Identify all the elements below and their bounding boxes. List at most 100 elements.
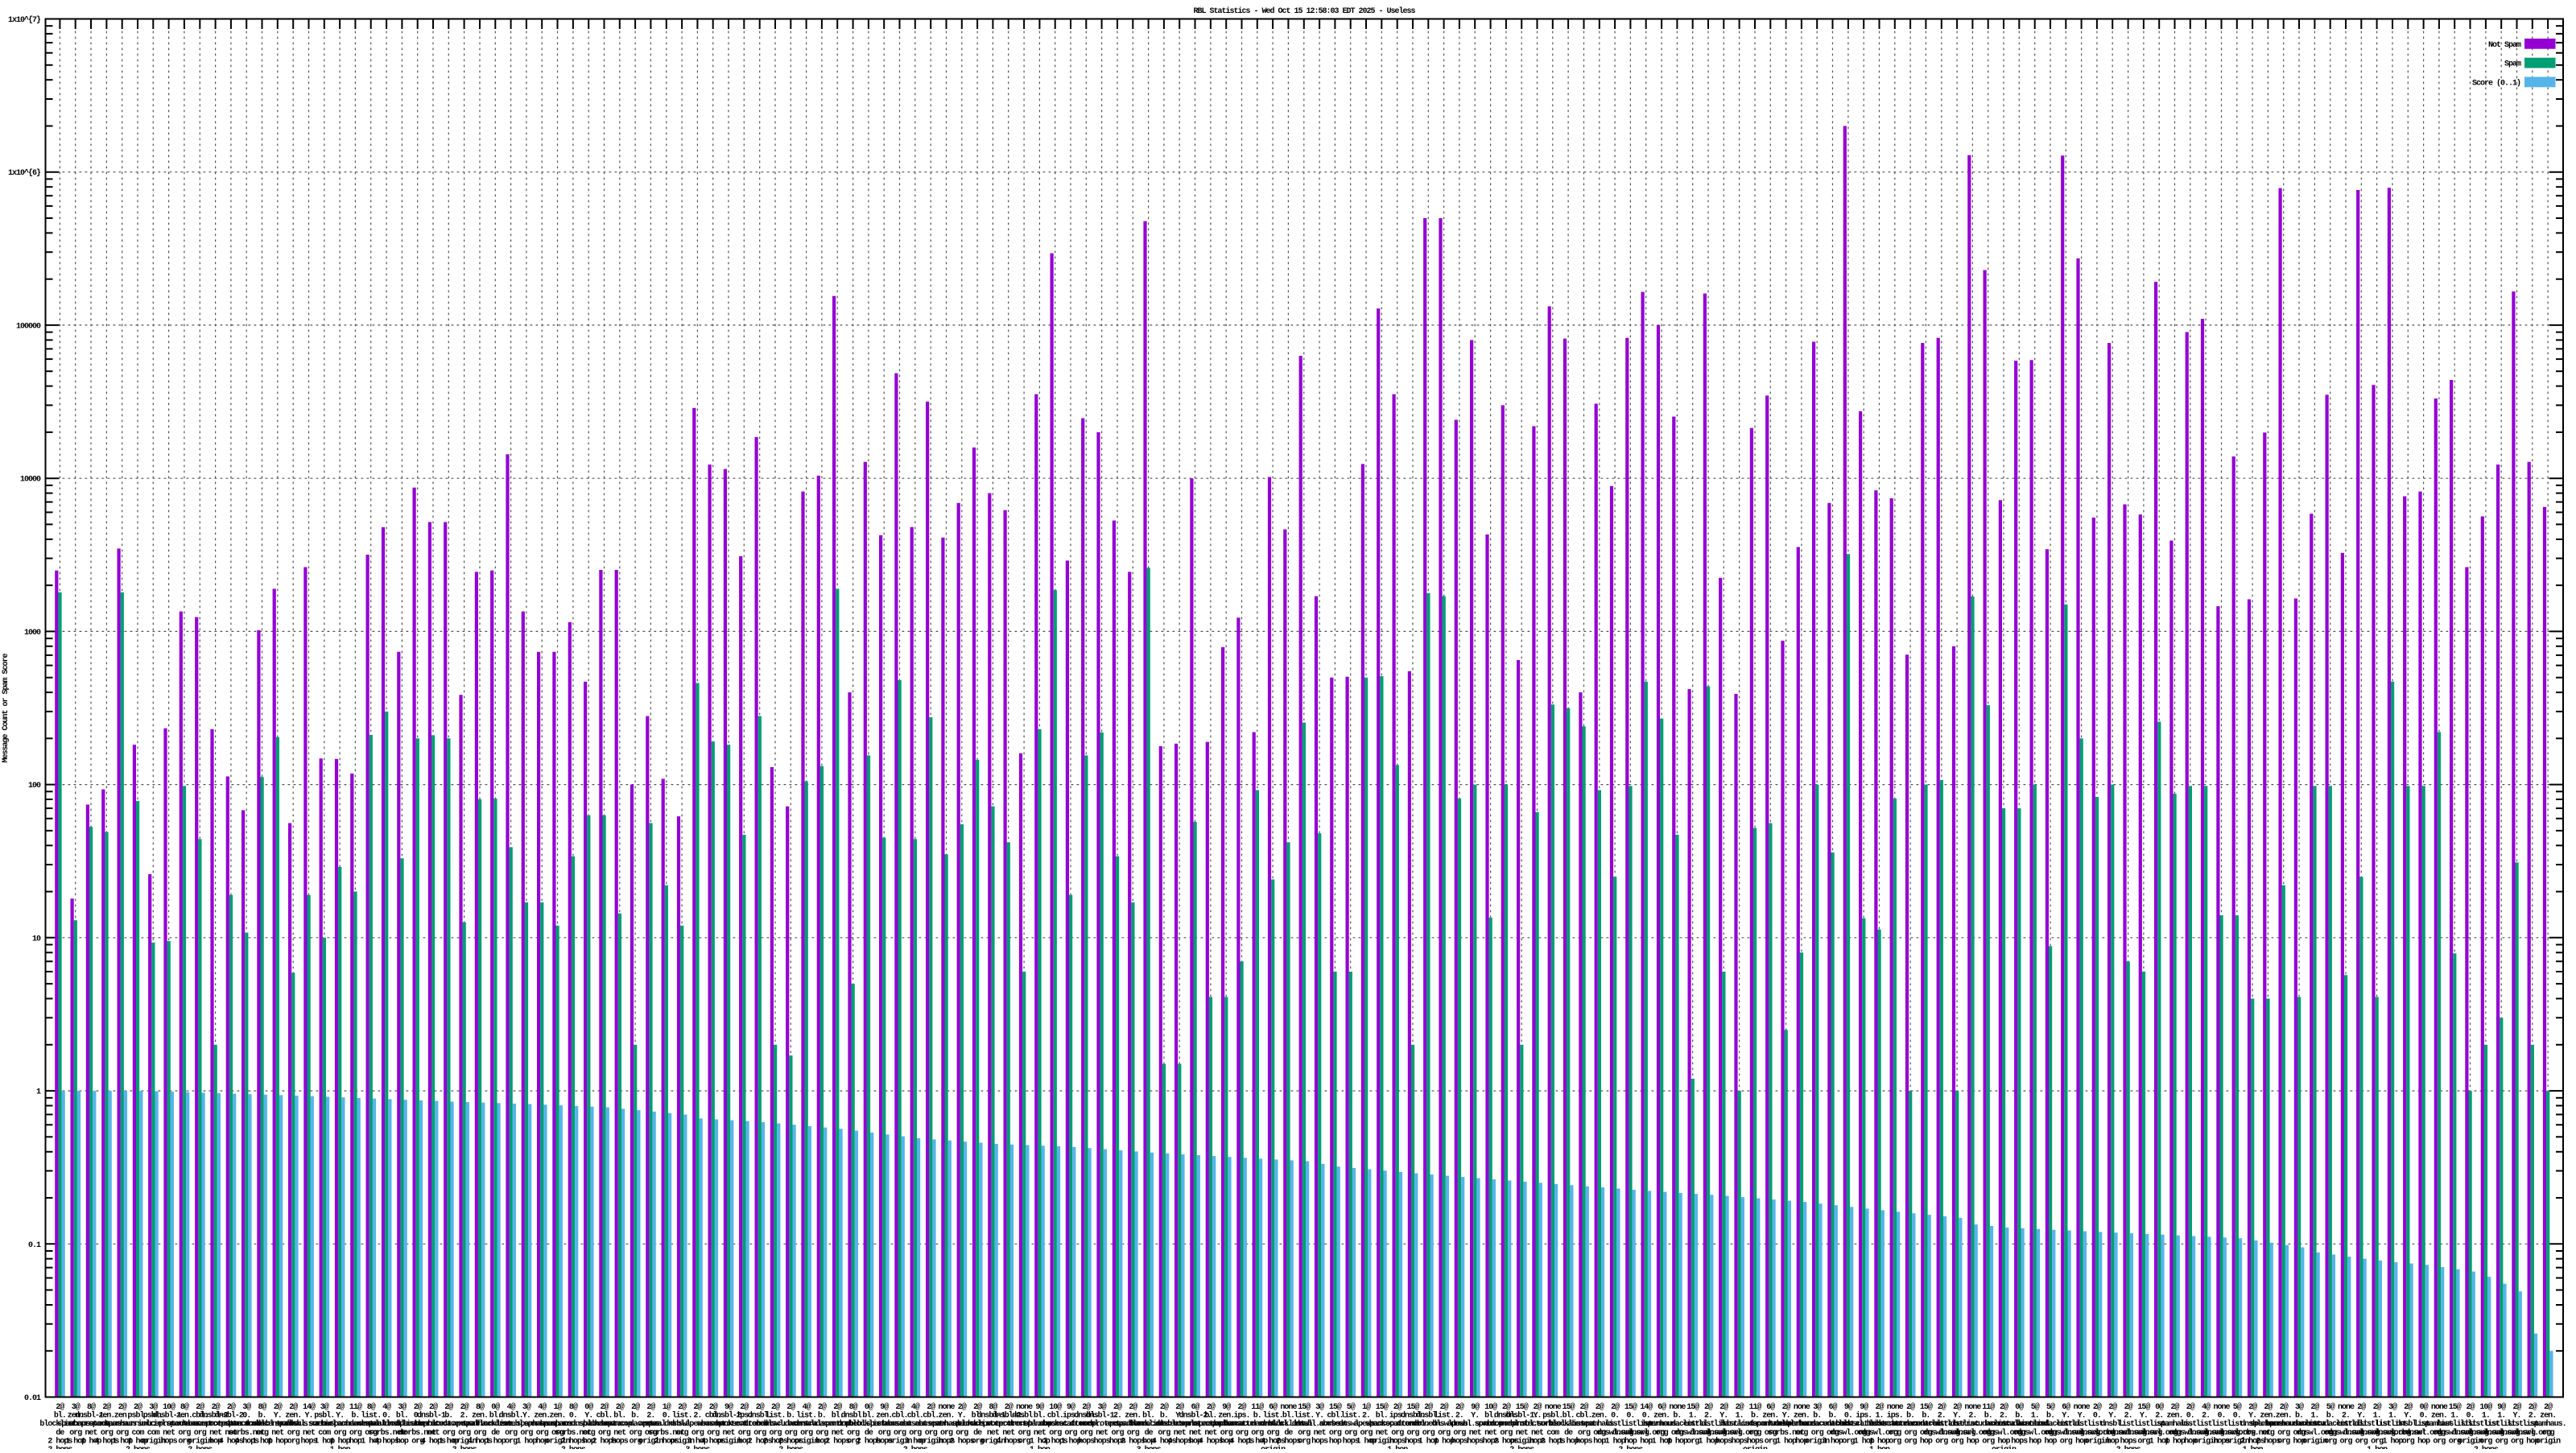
- svg-text:0.: 0.: [663, 1412, 671, 1421]
- svg-text:dronebl.: dronebl.: [1008, 1419, 1040, 1429]
- svg-text:origin: origin: [2458, 1436, 2483, 1446]
- svg-text:0@: 0@: [491, 1402, 500, 1412]
- svg-text:org: org: [1064, 1429, 1077, 1438]
- svg-text:barracudacentral.: barracudacentral.: [1720, 1419, 1789, 1429]
- svg-text:org: org: [1298, 1437, 1311, 1446]
- svg-text:dnswl.org: dnswl.org: [2079, 1428, 2116, 1438]
- svg-text:org: org: [1842, 1437, 1855, 1446]
- svg-text:3@: 3@: [149, 1402, 158, 1412]
- svg-text:dronebl.: dronebl.: [837, 1419, 869, 1429]
- svg-text:dnsbl.sorbs.: dnsbl.sorbs.: [1513, 1419, 1561, 1429]
- svg-text:dronebl.: dronebl.: [1412, 1419, 1444, 1429]
- svg-text:net: net: [1189, 1429, 1202, 1438]
- svg-text:list.: list.: [2180, 1419, 2200, 1429]
- svg-text:hop: hop: [2075, 1436, 2088, 1446]
- svg-text:1 hop: 1 hop: [127, 1436, 148, 1446]
- svg-text:dnswl.org: dnswl.org: [1674, 1428, 1711, 1438]
- svg-text:org: org: [1158, 1429, 1170, 1438]
- svg-text:org: org: [1500, 1429, 1513, 1438]
- svg-text:sorbs.net: sorbs.net: [399, 1428, 436, 1438]
- svg-text:list.: list.: [2133, 1419, 2153, 1429]
- svg-text:cbl.: cbl.: [907, 1411, 923, 1421]
- svg-text:Y.: Y.: [336, 1412, 344, 1421]
- svg-text:2@: 2@: [1782, 1402, 1791, 1412]
- svg-text:list.: list.: [2056, 1419, 2076, 1429]
- svg-text:dnswl.org: dnswl.org: [2374, 1428, 2411, 1438]
- svg-text:list.: list.: [796, 1411, 816, 1421]
- svg-text:hop: hop: [1329, 1436, 1342, 1446]
- svg-text:dnswl.: dnswl.: [670, 1419, 694, 1429]
- svg-text:list.: list.: [2149, 1419, 2169, 1429]
- svg-text:b.: b.: [1253, 1411, 1261, 1421]
- svg-text:0.: 0.: [2093, 1412, 2101, 1421]
- svg-text:spamhaus.: spamhaus.: [2250, 1419, 2286, 1429]
- svg-text:dnswl.org: dnswl.org: [2141, 1428, 2178, 1438]
- svg-text:org: org: [1811, 1429, 1824, 1438]
- svg-text:RBL Statistics - Wed Oct 15 12: RBL Statistics - Wed Oct 15 12:58:03 EDT…: [1193, 6, 1415, 16]
- svg-text:hop: hop: [209, 1436, 222, 1446]
- svg-text:1 hop: 1 hop: [1434, 1436, 1455, 1446]
- svg-text:14@: 14@: [1640, 1402, 1653, 1412]
- svg-text:org: org: [411, 1437, 424, 1446]
- svg-text:10@: 10@: [1049, 1402, 1062, 1412]
- svg-text:15@: 15@: [2137, 1402, 2150, 1412]
- svg-text:org: org: [1858, 1429, 1871, 1438]
- svg-text:0.: 0.: [2217, 1412, 2225, 1421]
- svg-text:psbl.: psbl.: [143, 1411, 163, 1421]
- svg-text:6@: 6@: [1657, 1402, 1666, 1412]
- svg-text:zen.spamhaus.: zen.spamhaus.: [935, 1419, 988, 1429]
- svg-text:listlist.: listlist.: [2374, 1419, 2410, 1429]
- svg-text:2@: 2@: [2529, 1402, 2537, 1412]
- svg-text:net: net: [271, 1429, 284, 1438]
- svg-text:2 hops: 2 hops: [2256, 1436, 2281, 1446]
- svg-text:hop: hop: [1624, 1436, 1637, 1446]
- svg-text:3@: 3@: [398, 1402, 407, 1412]
- svg-text:1x10^{7}: 1x10^{7}: [8, 15, 41, 25]
- svg-text:0.01: 0.01: [24, 1394, 41, 1403]
- svg-text:2@: 2@: [2264, 1402, 2273, 1412]
- svg-text:dnswl.: dnswl.: [763, 1419, 787, 1429]
- svg-text:apews.: apews.: [452, 1420, 477, 1429]
- svg-text:2 hops: 2 hops: [47, 1436, 72, 1446]
- svg-text:barracudacentral.: barracudacentral.: [1223, 1419, 1291, 1429]
- svg-text:surriel.: surriel.: [122, 1419, 154, 1429]
- svg-text:1: 1: [36, 1088, 41, 1097]
- svg-text:dnsbl-1.: dnsbl-1.: [976, 1411, 1009, 1421]
- svg-text:10@: 10@: [2479, 1402, 2492, 1412]
- svg-text:Not Spam: Not Spam: [2488, 41, 2521, 50]
- svg-text:org: org: [2277, 1437, 2290, 1446]
- svg-text:3@: 3@: [1813, 1402, 1822, 1412]
- svg-text:4@: 4@: [507, 1402, 516, 1412]
- svg-text:zen.: zen.: [1218, 1412, 1234, 1421]
- svg-text:net: net: [832, 1429, 844, 1438]
- svg-text:1 hop: 1 hop: [2149, 1436, 2170, 1446]
- svg-text:de: de: [973, 1428, 982, 1438]
- svg-text:list.: list.: [2335, 1419, 2355, 1429]
- svg-text:backscatterer.: backscatterer.: [1213, 1419, 1269, 1429]
- svg-text:2.: 2.: [1455, 1412, 1463, 1421]
- svg-text:Y.: Y.: [522, 1412, 530, 1421]
- svg-text:Y.: Y.: [2404, 1412, 2412, 1421]
- svg-text:4 hops: 4 hops: [1261, 1436, 1286, 1446]
- svg-text:org: org: [2013, 1429, 2026, 1438]
- svg-text:org: org: [1453, 1429, 1466, 1438]
- svg-text:spam.dnsbl.: spam.dnsbl.: [365, 1419, 409, 1429]
- svg-text:2@: 2@: [709, 1402, 718, 1412]
- svg-text:origin: origin: [141, 1436, 166, 1446]
- svg-text:zen.spamhaus.: zen.spamhaus.: [563, 1419, 615, 1429]
- svg-text:dnsbl.: dnsbl.: [1074, 1411, 1098, 1421]
- svg-text:9@: 9@: [1222, 1402, 1231, 1412]
- svg-text:barracudacentral.: barracudacentral.: [2296, 1419, 2364, 1429]
- svg-text:org: org: [1827, 1429, 1839, 1438]
- svg-text:org: org: [925, 1429, 938, 1438]
- svg-text:2@: 2@: [2357, 1402, 2366, 1412]
- svg-text:8@: 8@: [180, 1402, 189, 1412]
- svg-text:dnsbl-1.: dnsbl-1.: [1086, 1411, 1118, 1421]
- svg-text:2@: 2@: [1393, 1402, 1402, 1412]
- svg-text:1.: 1.: [2310, 1412, 2318, 1421]
- svg-text:Y.: Y.: [2140, 1412, 2148, 1421]
- svg-text:bl.: bl.: [1204, 1411, 1216, 1421]
- svg-text:4 hops: 4 hops: [421, 1436, 446, 1446]
- svg-text:bl.: bl.: [832, 1411, 844, 1421]
- svg-text:1.: 1.: [1689, 1412, 1697, 1421]
